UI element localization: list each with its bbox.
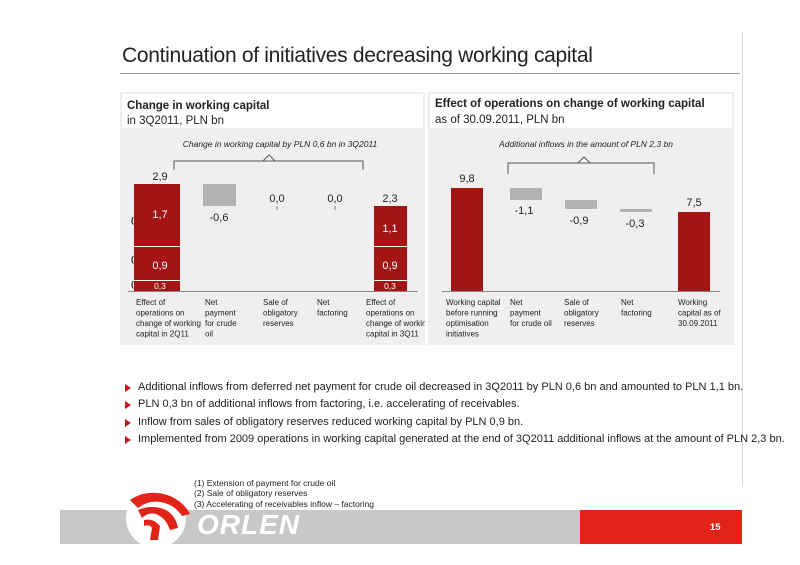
left-bar-3-value: 0,0 [269, 193, 284, 205]
left-bar-5-segment-1 [374, 206, 407, 246]
right-margin-rule [742, 32, 743, 487]
left-bar-4-value: 0,0 [327, 193, 342, 205]
bullet-item: Inflow from sales of obligatory reserves… [125, 414, 745, 431]
right-panel-subtitle: as of 30.09.2011, PLN bn [435, 114, 565, 126]
left-panel-header: Change in working capital in 3Q2011, PLN… [122, 94, 423, 128]
left-panel-subtitle: in 3Q2011, PLN bn [127, 115, 224, 127]
bullet-list: Additional inflows from deferred net pay… [125, 379, 785, 449]
page-number: 15 [710, 522, 721, 533]
right-bar-2-value: -1,1 [515, 205, 534, 217]
right-bar-2 [510, 188, 542, 200]
left-bar-1-segment-2 [134, 247, 180, 280]
left-cat-4: Net factoring [317, 298, 348, 318]
bullet-text: Implemented from 2009 operations in work… [138, 433, 785, 446]
left-bar-5-segment-3 [374, 281, 407, 291]
left-category-labels: Effect of operations on change of working c… [136, 298, 425, 339]
right-cat-3: Sale of obligatory reserves [564, 298, 599, 328]
bullet-arrow-icon [125, 418, 131, 427]
page-title: Continuation of initiatives decreasing w… [122, 44, 593, 67]
right-panel-title: Effect of operations on change of workin… [435, 98, 705, 110]
right-bar-1-value: 9,8 [459, 173, 474, 185]
left-bar-5-segment-2 [374, 247, 407, 280]
right-bar-3 [565, 200, 597, 209]
orlen-eagle-logo-icon [126, 488, 190, 548]
bullet-item: Additional inflows from deferred net pay… [125, 379, 745, 396]
right-bar-5-value: 7,5 [686, 197, 701, 209]
left-bar-5-seg-3-label: 0,3 [384, 281, 396, 291]
footnote-2: (2) Sale of obligatory reserves [194, 488, 308, 499]
right-chart-panel: Effect of operations on change of workin… [428, 92, 734, 345]
left-bar-2 [203, 184, 236, 206]
bullet-item: PLN 0,3 bn of additional inflows from fa… [125, 396, 745, 413]
left-bar-1-segment-3 [134, 281, 180, 291]
left-panel-title: Change in working capital [127, 100, 270, 112]
right-bar-5 [678, 212, 710, 291]
title-divider [120, 73, 740, 74]
left-annotation-bracket [173, 160, 364, 170]
left-bracket-notch [261, 154, 277, 162]
bullet-text: Additional inflows from deferred net pay… [138, 381, 744, 393]
footer-red-block [580, 510, 742, 544]
orlen-wordmark: ORLEN [197, 509, 300, 540]
bullet-text: Inflow from sales of obligatory reserves… [138, 415, 524, 428]
right-waterfall-chart: Additional inflows in the amount of PLN … [442, 139, 721, 339]
footnote-1: (1) Extension of payment for crude oil [194, 478, 336, 488]
right-bar-4-value: -0,3 [626, 218, 645, 230]
right-bar-4 [620, 209, 652, 212]
left-cat-5: Effect of operations on change of working c… [366, 298, 425, 339]
left-waterfall-chart: Change in working capital by PLN 0,6 bn … [128, 139, 425, 339]
right-annotation: Additional inflows in the amount of PLN … [498, 139, 673, 149]
left-annotation: Change in working capital by PLN 0,6 bn … [183, 139, 378, 149]
right-cat-2: Net payment for crude oil [510, 298, 552, 328]
left-cat-2: Net payment for crude oil [205, 298, 237, 339]
bullet-item: Implemented from 2009 operations in work… [125, 431, 785, 448]
left-bar-2-value: -0,6 [210, 212, 229, 224]
footnote-3: (3) Accelerating of receivables inflow –… [194, 498, 375, 509]
left-bar-5-total: 2,3 [382, 193, 397, 205]
left-cat-1: Effect of operations on change of working c… [136, 298, 201, 339]
right-category-labels: Working capital before running optimisatio… [446, 298, 721, 339]
left-bar-1-seg-1-label: 1,7 [152, 209, 167, 221]
bullet-arrow-icon [125, 384, 131, 392]
left-bar-1-seg-3-label: 0,3 [154, 281, 166, 291]
right-cat-4: Net factoring [621, 298, 652, 318]
left-bar-5-seg-1-label: 1,1 [382, 223, 397, 235]
footnotes: (1) Extension of payment for crude oil (… [194, 478, 374, 509]
left-bar-1-seg-2-label: 0,9 [152, 260, 167, 272]
bullet-arrow-icon [125, 401, 131, 410]
right-bar-1 [451, 188, 483, 291]
left-bar-1-segment-1 [134, 184, 180, 246]
right-bracket-notch [576, 156, 592, 164]
right-cat-5: Working capital as of 30.09.2011 [678, 298, 721, 328]
right-bar-3-value: -0,9 [570, 215, 589, 227]
left-chart-panel: Change in working capital in 3Q2011, PLN… [120, 92, 425, 345]
left-cat-3: Sale of obligatory reserves [263, 298, 298, 328]
right-annotation-bracket [507, 162, 655, 174]
right-cat-1: Working capital before running optimisatio… [446, 298, 501, 339]
right-panel-header: Effect of operations on change of workin… [430, 94, 732, 128]
bullet-arrow-icon [125, 436, 131, 445]
left-bar-1-total: 2,9 [152, 171, 167, 183]
left-bar-5-seg-2-label: 0,9 [382, 260, 397, 272]
bullet-text: PLN 0,3 bn of additional inflows from fa… [138, 398, 520, 411]
